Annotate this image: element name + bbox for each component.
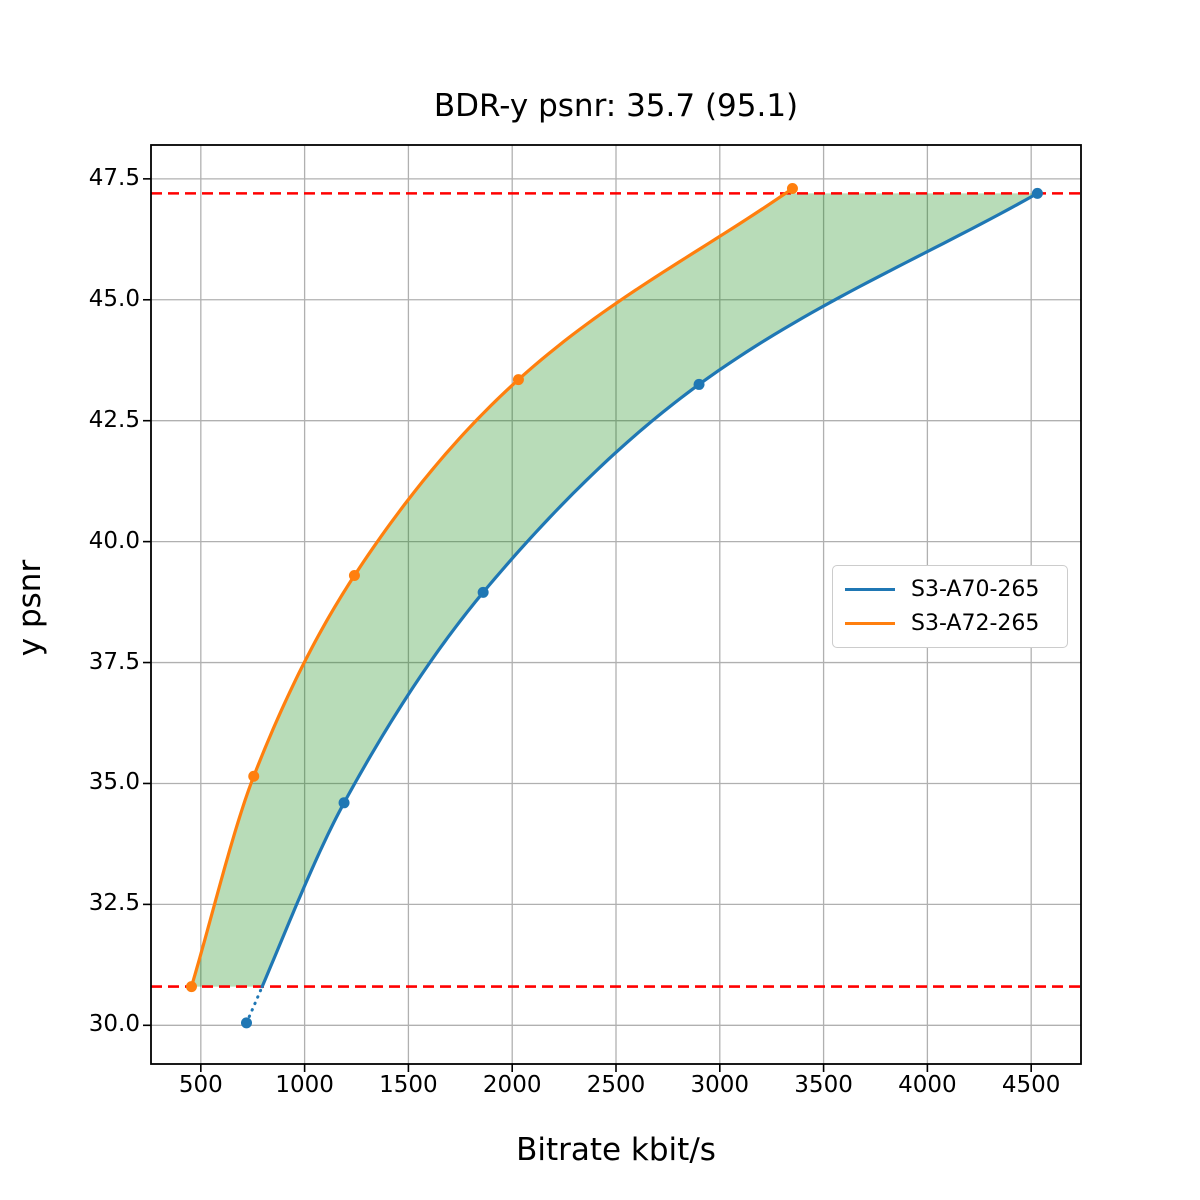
data-point-marker-s3-a70-265 — [240, 1017, 252, 1029]
y-tick-label: 35.0 — [88, 769, 140, 796]
data-point-marker-s3-a72-265 — [185, 981, 197, 993]
legend-item-s3-a72-265: S3-A72-265 — [845, 611, 1067, 636]
data-point-marker-s3-a70-265 — [1031, 187, 1043, 199]
x-tick-label: 500 — [178, 1072, 223, 1098]
data-point-marker-s3-a72-265 — [348, 569, 360, 581]
legend-label: S3-A72-265 — [911, 611, 1040, 636]
x-tick-label: 3000 — [690, 1072, 750, 1098]
legend-line-swatch-orange — [845, 622, 895, 625]
y-tick-label: 32.5 — [88, 890, 140, 917]
plot-frame — [150, 144, 1082, 1065]
x-tick-label: 4500 — [1001, 1072, 1061, 1098]
legend-line-swatch-blue — [845, 588, 895, 591]
data-point-marker-s3-a70-265 — [477, 586, 489, 598]
legend-item-s3-a70-265: S3-A70-265 — [845, 577, 1067, 602]
y-tick-label: 45.0 — [88, 285, 140, 312]
y-tick-label: 42.5 — [88, 406, 140, 433]
legend: S3-A70-265 S3-A72-265 — [832, 565, 1068, 648]
chart-title: BDR-y psnr: 35.7 (95.1) — [433, 88, 799, 124]
x-tick-label: 2000 — [482, 1072, 542, 1098]
x-tick-label: 2500 — [586, 1072, 646, 1098]
series-line-s3-a70-265-dotted — [244, 985, 264, 1025]
data-point-marker-s3-a72-265 — [786, 183, 798, 195]
bd-shaded-region — [191, 193, 1038, 987]
data-point-marker-s3-a72-265 — [512, 374, 524, 386]
x-tick-label: 4000 — [898, 1072, 957, 1098]
series-line-s3-a70-265 — [260, 191, 1040, 989]
x-tick-label: 1500 — [379, 1072, 438, 1098]
y-tick-label: 37.5 — [88, 648, 140, 675]
y-tick-label: 40.0 — [88, 527, 140, 554]
data-point-marker-s3-a70-265 — [338, 797, 350, 809]
legend-label: S3-A70-265 — [911, 577, 1040, 602]
y-tick-label: 30.0 — [88, 1011, 140, 1038]
x-axis-label: Bitrate kbit/s — [516, 1132, 716, 1168]
x-tick-label: 1000 — [275, 1072, 334, 1098]
data-point-marker-s3-a70-265 — [693, 378, 705, 390]
data-point-marker-s3-a72-265 — [248, 770, 260, 782]
x-tick-label: 3500 — [794, 1072, 853, 1098]
y-tick-label: 47.5 — [88, 164, 140, 191]
